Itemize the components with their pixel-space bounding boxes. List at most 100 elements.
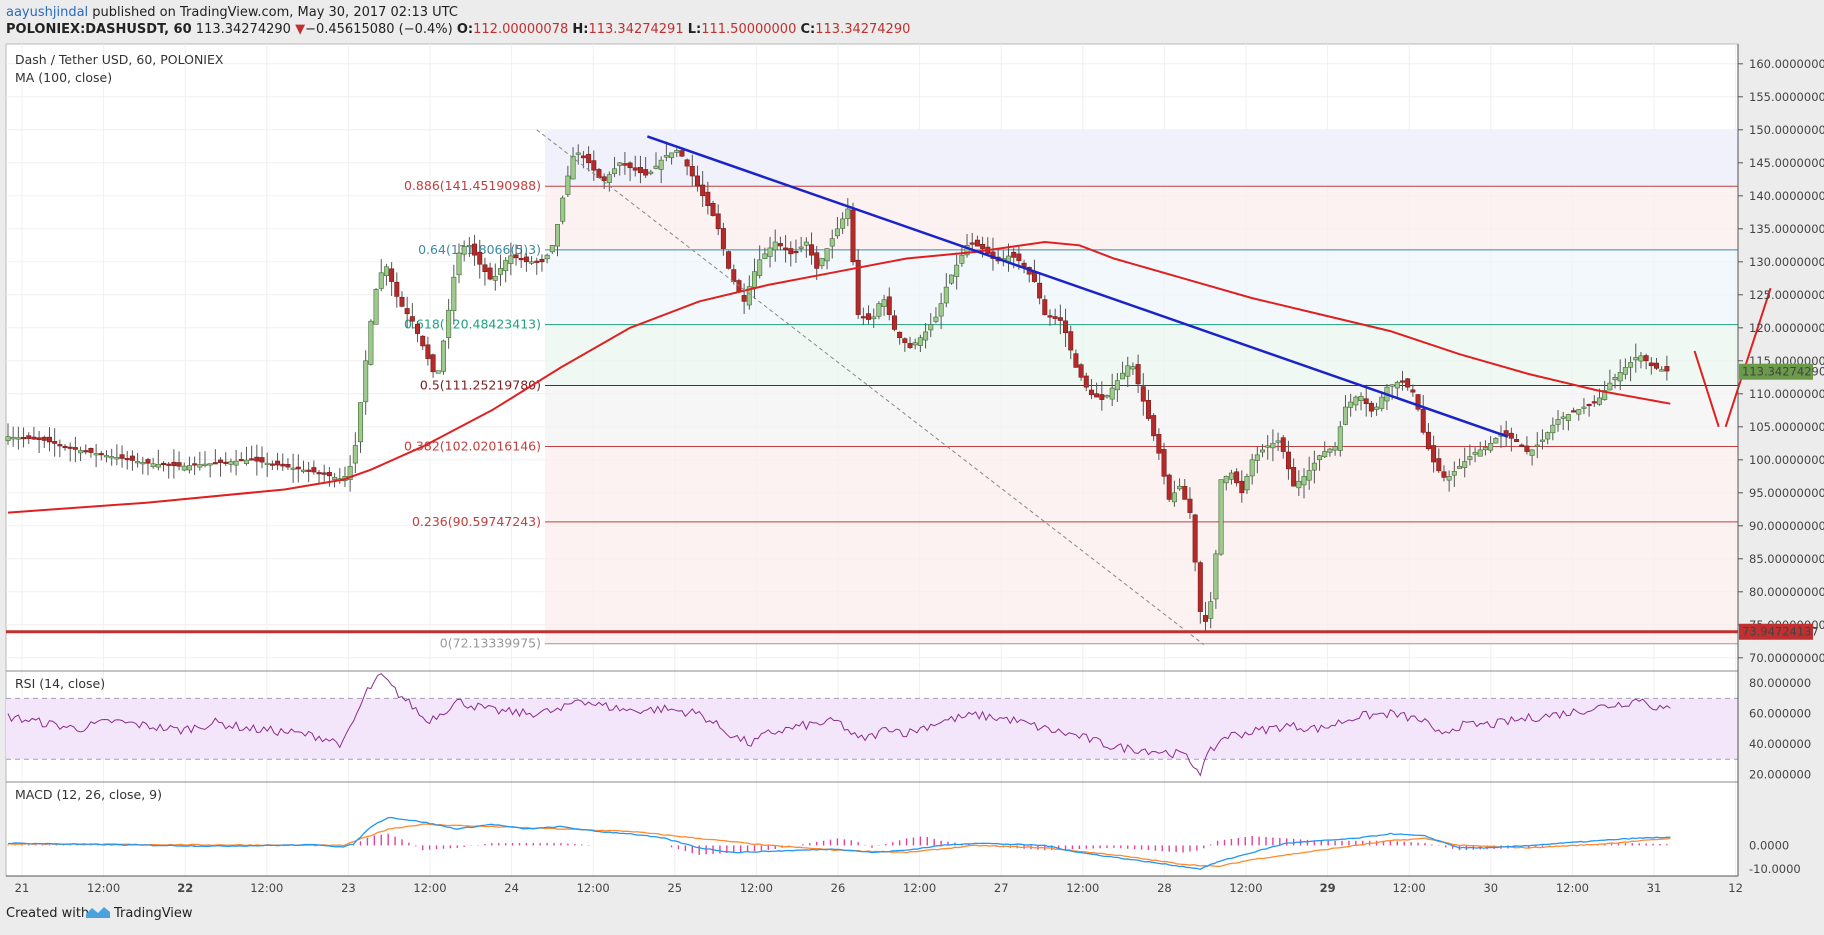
y-tick-label: 160.00000000: [1749, 57, 1824, 71]
candle-down: [62, 445, 68, 449]
candle: [1358, 392, 1364, 411]
x-tick-label: 31: [1647, 881, 1662, 895]
candle-up: [648, 171, 654, 174]
candle-up: [1171, 492, 1177, 503]
candle-up: [881, 299, 887, 307]
candle: [777, 236, 783, 251]
candle-down: [306, 469, 312, 472]
candle: [1130, 362, 1136, 375]
y-tick-label: 95.00000000: [1749, 486, 1824, 500]
candle: [1394, 380, 1400, 399]
candle-down: [404, 308, 410, 315]
candle-down: [814, 252, 820, 269]
candle: [1457, 458, 1463, 469]
candle: [368, 319, 374, 366]
candle-up: [1596, 397, 1602, 405]
candle-down: [580, 155, 586, 159]
author-link[interactable]: aayushjindal: [6, 5, 88, 20]
candle-up: [5, 436, 11, 441]
candle-down: [1145, 399, 1151, 419]
candle-down: [1405, 378, 1411, 388]
candle: [451, 264, 457, 325]
rsi-tick-label: 40.000000: [1749, 737, 1811, 751]
symbol-line: POLONIEX:DASHUSDT, 60 113.34274290 ▼−0.4…: [6, 22, 910, 37]
candle-down: [1648, 362, 1654, 367]
candle: [1571, 407, 1577, 413]
candle-down: [1052, 316, 1058, 319]
candle: [762, 247, 768, 260]
tradingview-logo-icon[interactable]: [86, 907, 110, 918]
rsi-line[interactable]: [7, 673, 1671, 777]
candle: [135, 452, 141, 468]
candle-up: [243, 459, 249, 465]
candle-down: [280, 463, 286, 467]
candle: [886, 287, 892, 321]
candle: [710, 200, 716, 217]
candle: [1088, 379, 1094, 400]
tradingview-brand[interactable]: TradingView: [113, 906, 193, 921]
macd-tick-label: 0.0000: [1749, 838, 1789, 852]
candle: [1534, 432, 1540, 459]
candle: [928, 313, 934, 338]
ma-100-line[interactable]: [7, 240, 1671, 514]
projection-up-line[interactable]: [1724, 287, 1772, 428]
x-tick-label: 12:00: [577, 881, 610, 895]
candle-up: [829, 238, 835, 247]
candle: [1047, 309, 1053, 326]
ma-legend[interactable]: MA (100, close): [15, 70, 112, 85]
x-tick-label: 12:00: [1393, 881, 1426, 895]
fib-zone: [545, 249, 1738, 325]
candle-up: [1177, 485, 1183, 490]
rsi-tick-label: 80.000000: [1749, 676, 1811, 690]
high-value: 113.34274291: [588, 22, 683, 37]
macd-legend[interactable]: MACD (12, 26, close, 9): [15, 787, 162, 802]
projection-down-line[interactable]: [1693, 350, 1720, 428]
candle: [720, 222, 726, 256]
rsi-legend[interactable]: RSI (14, close): [15, 676, 105, 691]
macd-line[interactable]: [7, 816, 1671, 871]
candle: [1187, 487, 1193, 519]
candle: [88, 447, 94, 458]
candle-up: [1638, 355, 1644, 362]
bearish-trendline[interactable]: [646, 135, 1509, 438]
candle-up: [751, 271, 757, 288]
rsi-panel: 80.000000 60.000000 40.000000 20.000000: [6, 673, 1811, 781]
candle-down: [1063, 320, 1069, 334]
candle: [648, 169, 654, 176]
candle: [881, 294, 887, 316]
candle: [627, 161, 633, 182]
candle: [1555, 410, 1561, 432]
candle-up: [1633, 357, 1639, 361]
candle: [57, 439, 63, 458]
candle: [715, 204, 721, 236]
candle: [1177, 478, 1183, 491]
candle-down: [52, 441, 58, 444]
candle: [119, 445, 125, 468]
candle-down: [1057, 317, 1063, 321]
candle: [212, 449, 218, 465]
candle: [1482, 440, 1488, 456]
fib-zone: [545, 324, 1738, 386]
candle-down: [321, 472, 327, 475]
y-tick-label: 120.00000000: [1749, 321, 1824, 335]
candle: [399, 291, 405, 308]
candle-up: [1612, 376, 1618, 381]
candle-up: [1125, 365, 1131, 377]
candle: [1524, 436, 1530, 455]
candle: [5, 423, 11, 445]
candle: [1228, 469, 1234, 485]
candle: [1057, 304, 1063, 335]
candle: [803, 237, 809, 258]
candle-down: [969, 242, 975, 245]
candle: [1311, 450, 1317, 484]
candle-up: [1607, 382, 1613, 391]
candle-up: [834, 228, 840, 237]
candle-down: [1441, 471, 1447, 478]
created-with-text: Created with: [6, 906, 89, 921]
candle: [1560, 411, 1566, 430]
candle-up: [669, 152, 675, 159]
candle: [684, 158, 690, 176]
fib-anchor-dashed-line[interactable]: [536, 129, 1205, 645]
change-arrow: ▼: [295, 22, 305, 37]
y-tick-label: 70.00000000: [1749, 651, 1824, 665]
